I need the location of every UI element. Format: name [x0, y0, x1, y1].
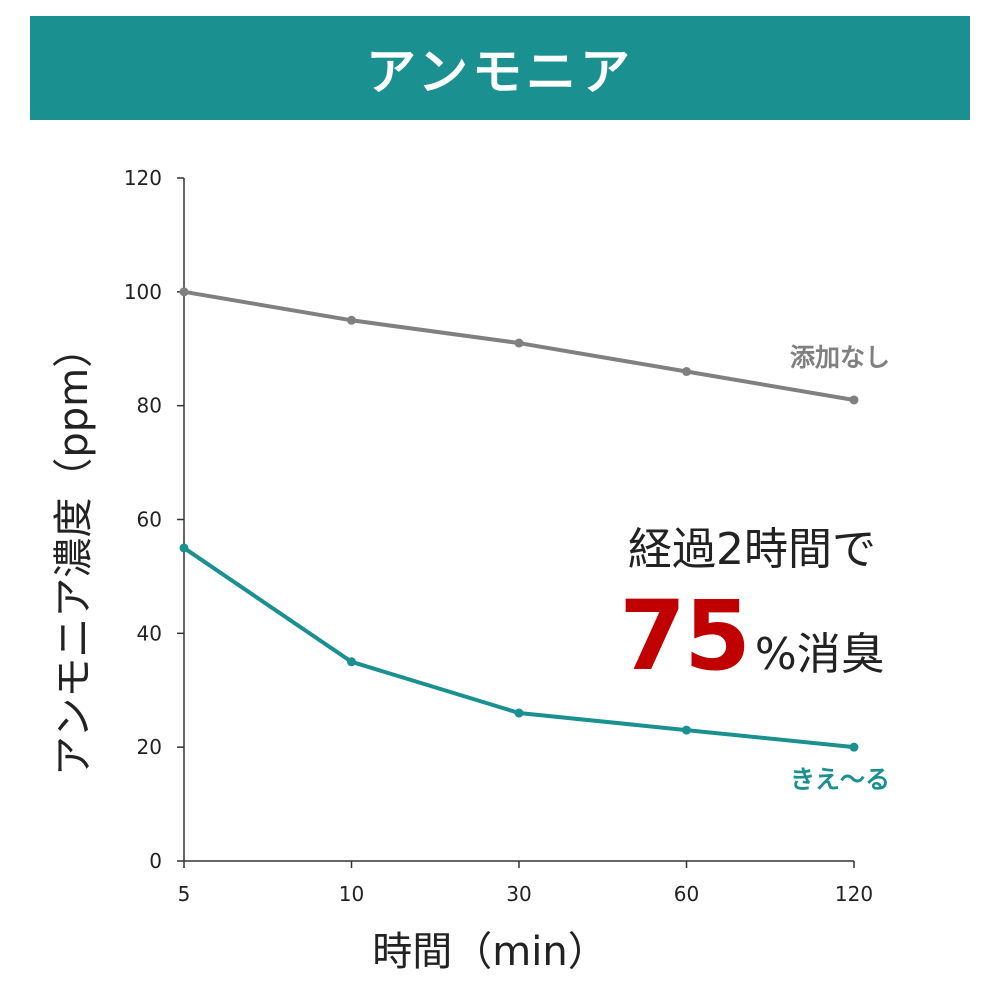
callout-suffix: %消臭	[754, 629, 885, 680]
x-tick-label: 30	[506, 882, 531, 906]
callout-result: 75 %消臭	[619, 586, 884, 714]
y-tick-label: 80	[137, 394, 162, 418]
y-tick-label: 0	[149, 849, 162, 873]
x-tick-label: 60	[674, 882, 699, 906]
data-point	[347, 315, 356, 325]
series-label-control: 添加なし	[790, 343, 891, 372]
x-tick-label: 10	[339, 882, 364, 906]
deodorization-callout: 経過2時間で 75 %消臭	[619, 520, 884, 714]
y-tick-label: 60	[137, 508, 162, 532]
data-point	[179, 543, 189, 553]
data-point	[682, 367, 691, 377]
y-axis-label: アンモニア濃度（ppm）	[51, 327, 97, 777]
chart-series	[179, 287, 859, 752]
y-tick-label: 40	[137, 621, 162, 645]
banner-title: アンモニア	[366, 43, 634, 101]
data-point	[849, 742, 859, 752]
data-point	[849, 395, 859, 405]
title-banner: アンモニア	[30, 16, 970, 120]
callout-percentage: 75	[619, 580, 751, 692]
data-point	[347, 657, 356, 667]
callout-text: 経過2時間で	[628, 524, 876, 575]
series-label-kieru: きえ〜る	[790, 765, 891, 794]
data-point	[682, 725, 691, 735]
y-tick-label: 20	[137, 735, 162, 759]
data-point	[514, 708, 524, 718]
chart-axes: 0 20 40 60 80 100 120 5 10 30 60 120	[124, 166, 873, 906]
y-tick-label: 100	[124, 280, 162, 304]
data-point	[514, 338, 524, 348]
data-point	[179, 287, 189, 297]
x-tick-label: 120	[835, 882, 873, 906]
x-axis-label: 時間（min）	[372, 929, 608, 975]
y-tick-label: 120	[124, 166, 162, 190]
x-tick-label: 5	[178, 882, 191, 906]
